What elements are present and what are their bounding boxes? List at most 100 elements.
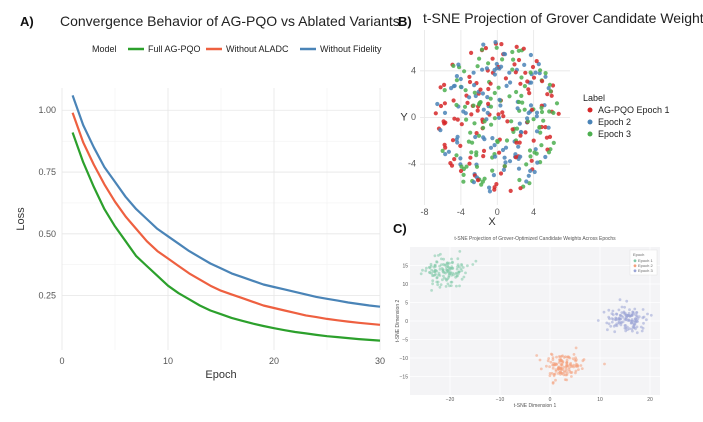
- point: [430, 289, 433, 292]
- point: [559, 363, 563, 367]
- point: [630, 313, 634, 316]
- point: [510, 127, 515, 132]
- point: [469, 150, 474, 155]
- panel-b: B) t-SNE Projection of Grover Candidate W…: [398, 10, 703, 228]
- point: [641, 326, 645, 330]
- point: [448, 261, 451, 265]
- point: [481, 125, 486, 130]
- legend-entry: Without ALADC: [226, 44, 289, 54]
- point: [534, 110, 540, 115]
- point: [559, 372, 562, 376]
- point: [499, 64, 504, 69]
- point: [569, 361, 573, 365]
- point: [473, 134, 478, 140]
- point: [565, 378, 569, 382]
- point: [429, 264, 433, 268]
- point: [522, 62, 527, 67]
- point: [430, 272, 434, 275]
- point: [440, 263, 443, 267]
- y-tick-label: 0.75: [38, 167, 56, 177]
- point: [548, 365, 551, 369]
- point: [641, 308, 645, 311]
- y-tick-label: 1.00: [38, 105, 56, 115]
- point: [519, 93, 524, 98]
- chart-title: t-SNE Projection of Grover Candidate Wei…: [423, 10, 703, 26]
- point: [624, 324, 627, 327]
- point: [472, 90, 477, 95]
- point: [618, 298, 622, 302]
- x-axis-label: X: [488, 216, 496, 228]
- point: [574, 371, 577, 375]
- point: [632, 323, 636, 327]
- y-tick-label: −5: [402, 337, 408, 343]
- point: [486, 61, 491, 66]
- point: [460, 264, 464, 267]
- y-tick-label: 5: [405, 300, 408, 306]
- point: [458, 250, 462, 253]
- point: [478, 100, 483, 105]
- point: [500, 57, 505, 62]
- point: [448, 270, 452, 274]
- point: [494, 182, 499, 187]
- y-tick-label: -4: [408, 159, 416, 169]
- y-tick-label: 0.25: [38, 291, 56, 301]
- point: [633, 307, 637, 311]
- point: [508, 80, 513, 85]
- point: [613, 330, 617, 334]
- point: [471, 70, 476, 75]
- point: [474, 259, 478, 263]
- point: [634, 327, 637, 331]
- point: [435, 101, 440, 107]
- scatter-points: [419, 250, 653, 385]
- point: [442, 88, 447, 93]
- point: [625, 315, 629, 319]
- point: [530, 64, 536, 70]
- point: [526, 173, 531, 178]
- point: [630, 318, 634, 321]
- chart-title: Convergence Behavior of AG-PQO vs Ablate…: [60, 13, 400, 29]
- point: [459, 122, 464, 127]
- point: [433, 254, 437, 258]
- point: [526, 110, 531, 116]
- point: [621, 320, 625, 324]
- point: [464, 117, 469, 122]
- point: [562, 373, 566, 377]
- point: [555, 355, 558, 359]
- point: [467, 79, 473, 85]
- point: [442, 82, 447, 87]
- point: [596, 319, 600, 322]
- point: [481, 107, 486, 112]
- point: [504, 83, 509, 88]
- point: [548, 374, 552, 378]
- point: [635, 325, 639, 329]
- point: [615, 312, 619, 316]
- point: [543, 125, 548, 130]
- legend-swatch: [587, 119, 593, 125]
- point: [628, 314, 632, 318]
- point: [449, 280, 453, 284]
- point: [464, 271, 467, 275]
- point: [504, 138, 510, 143]
- point: [432, 265, 436, 269]
- point: [466, 139, 471, 144]
- point: [510, 49, 515, 55]
- point: [534, 59, 539, 64]
- y-tick-label: 0: [411, 112, 416, 122]
- point: [454, 153, 459, 158]
- point: [537, 125, 542, 130]
- point: [451, 260, 454, 264]
- point: [570, 375, 573, 378]
- point: [464, 164, 469, 169]
- point: [480, 67, 485, 72]
- point: [443, 145, 448, 150]
- point: [543, 154, 548, 160]
- point: [430, 268, 433, 272]
- legend-title: Label: [583, 93, 605, 103]
- point: [468, 155, 473, 160]
- point: [497, 97, 502, 102]
- point: [459, 85, 464, 90]
- point: [488, 96, 493, 101]
- point: [455, 267, 459, 271]
- x-tick-label: 30: [375, 356, 385, 366]
- point: [538, 68, 543, 73]
